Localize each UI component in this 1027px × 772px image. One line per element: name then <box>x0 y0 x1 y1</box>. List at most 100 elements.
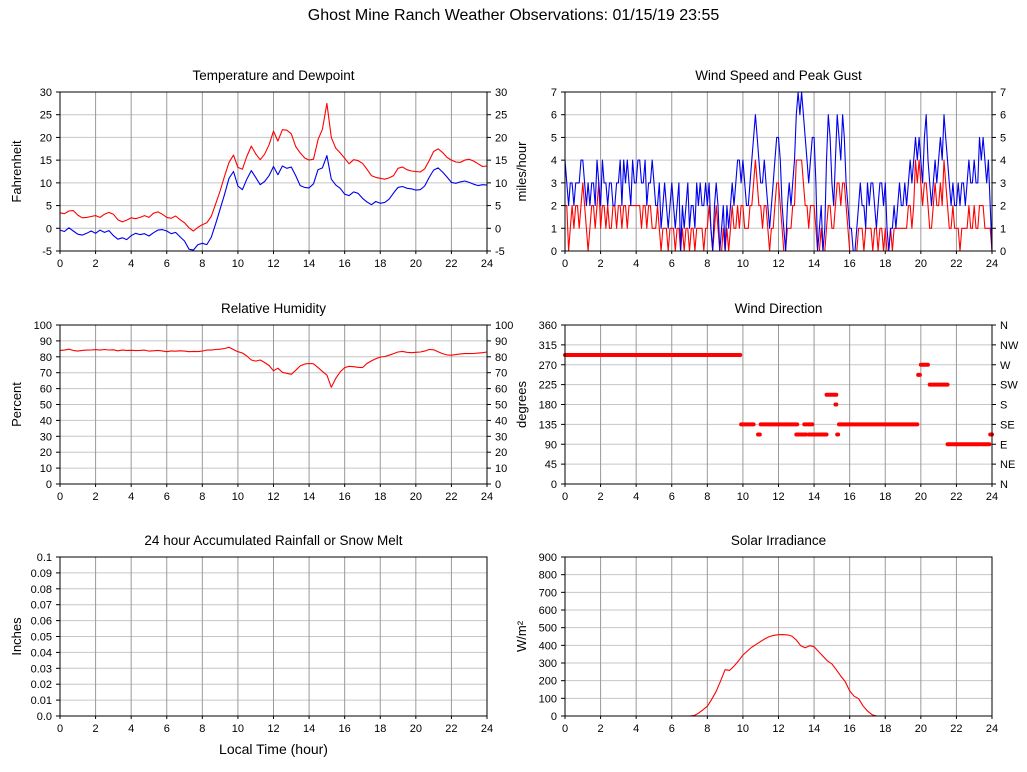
y-tick-label: 0 <box>551 246 557 258</box>
y-tick-label: 270 <box>539 360 557 372</box>
chart-title: Temperature and Dewpoint <box>192 68 354 83</box>
axis-ticks <box>56 556 488 719</box>
x-tick-label: 2 <box>598 258 604 270</box>
y-tick-label-right: 2 <box>1000 201 1006 213</box>
y-tick-label-right: 100 <box>495 320 513 332</box>
labels: 24 hour Accumulated Rainfall or Snow Mel… <box>9 533 493 757</box>
x-tick-label: 14 <box>808 491 820 503</box>
y-tick-label: 0 <box>46 479 52 491</box>
y-tick-label: 900 <box>539 552 557 564</box>
x-tick-label: 18 <box>374 258 386 270</box>
y-tick-label: 0 <box>551 479 557 491</box>
y-tick-label: 0.05 <box>31 632 52 644</box>
y-tick-label: 15 <box>40 155 52 167</box>
axis-ticks <box>561 556 993 719</box>
grid <box>565 557 992 716</box>
x-tick-label: 6 <box>669 258 675 270</box>
y-tick-label-right: 10 <box>495 178 507 190</box>
y-tick-label: 0.08 <box>31 584 52 596</box>
x-tick-label: 12 <box>772 491 784 503</box>
solar-irradiance-chart: Solar Irradiance900800700600500400300200… <box>514 533 998 735</box>
x-tick-label: 8 <box>199 258 205 270</box>
x-tick-label: 4 <box>128 491 134 503</box>
y-tick-label: 400 <box>539 640 557 652</box>
y-tick-label-right: SE <box>1000 419 1015 431</box>
x-tick-label: 18 <box>879 491 891 503</box>
y-tick-label: 0 <box>551 711 557 723</box>
y-tick-label-right: 15 <box>495 155 507 167</box>
x-tick-label: 4 <box>633 723 639 735</box>
x-tick-label: 22 <box>445 491 457 503</box>
y-tick-label: 700 <box>539 587 557 599</box>
x-tick-label: 8 <box>199 491 205 503</box>
plot-border <box>564 324 993 485</box>
grid <box>565 92 992 251</box>
x-tick-label: 10 <box>232 723 244 735</box>
y-tick-label: 20 <box>40 447 52 459</box>
axis-ticks <box>56 91 491 254</box>
y-tick-label-right: 5 <box>1000 132 1006 144</box>
panel-solar-irradiance: Solar Irradiance 900 800 700 600 500 400 300 200… <box>513 525 1023 772</box>
y-tick-label-right: 0 <box>495 479 501 491</box>
x-tick-label: 24 <box>481 723 493 735</box>
x-tick-label: 10 <box>232 258 244 270</box>
x-tick-label: 16 <box>339 258 351 270</box>
y-tick-label-right: NW <box>1000 340 1019 352</box>
y-tick-label-right: 20 <box>495 447 507 459</box>
grid <box>60 325 487 484</box>
y-tick-label-right: -5 <box>495 246 505 258</box>
plot-border <box>59 324 488 485</box>
x-tick-label: 6 <box>164 491 170 503</box>
x-tick-label: 0 <box>562 258 568 270</box>
x-tick-label: 12 <box>267 723 279 735</box>
y-tick-label: 800 <box>539 570 557 582</box>
x-tick-label: 18 <box>879 723 891 735</box>
x-tick-label: 6 <box>669 723 675 735</box>
x-tick-label: 12 <box>267 258 279 270</box>
y-tick-label-right: 7 <box>1000 87 1006 99</box>
x-tick-label: 8 <box>704 723 710 735</box>
y-tick-label-right: 1 <box>1000 223 1006 235</box>
x-tick-label: 4 <box>128 258 134 270</box>
plot-border <box>564 556 993 717</box>
chart-title: Relative Humidity <box>221 301 326 316</box>
x-tick-label: 22 <box>950 491 962 503</box>
y-tick-label-right: 25 <box>495 110 507 122</box>
x-tick-label: 10 <box>737 491 749 503</box>
y-tick-label: 90 <box>545 439 557 451</box>
grid <box>565 325 992 484</box>
x-tick-label: 0 <box>562 723 568 735</box>
labels: Solar Irradiance900800700600500400300200… <box>514 533 998 735</box>
y-tick-label-right: 30 <box>495 431 507 443</box>
y-tick-label: 20 <box>40 132 52 144</box>
x-tick-label: 20 <box>410 491 422 503</box>
x-tick-label: 10 <box>737 258 749 270</box>
y-tick-label: 0.02 <box>31 679 52 691</box>
y-tick-label: 135 <box>539 419 557 431</box>
series-relative-humidity <box>59 346 488 388</box>
y-tick-label: 500 <box>539 623 557 635</box>
x-tick-label: 8 <box>199 723 205 735</box>
y-tick-label: 300 <box>539 658 557 670</box>
x-tick-label: 16 <box>844 491 856 503</box>
x-tick-label: 0 <box>562 491 568 503</box>
plot-border <box>59 91 488 252</box>
x-tick-label: 12 <box>772 723 784 735</box>
grid <box>60 92 487 251</box>
series-dewpoint <box>59 155 488 251</box>
x-tick-label: 0 <box>57 723 63 735</box>
y-tick-label: 25 <box>40 110 52 122</box>
x-tick-label: 22 <box>445 258 457 270</box>
y-tick-label: 45 <box>545 459 557 471</box>
x-tick-label: 12 <box>772 258 784 270</box>
y-tick-label-right: E <box>1000 439 1007 451</box>
y-tick-label: 0.1 <box>37 552 52 564</box>
y-tick-label-right: 20 <box>495 132 507 144</box>
chart-title: Wind Direction <box>735 301 823 316</box>
y-tick-label: 180 <box>539 400 557 412</box>
y-tick-label: 0.09 <box>31 568 52 580</box>
x-tick-label: 2 <box>93 723 99 735</box>
